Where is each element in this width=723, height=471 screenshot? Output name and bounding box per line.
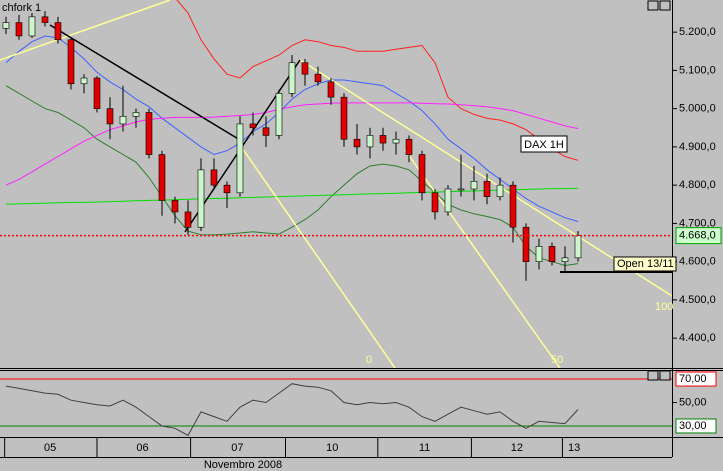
y-tick-label: 5.200,0 bbox=[679, 26, 716, 38]
main-panel bbox=[0, 0, 672, 368]
candle-body bbox=[171, 200, 179, 213]
candle-body bbox=[301, 62, 309, 75]
candle-body bbox=[262, 127, 270, 136]
y-tick-label: 5.100,0 bbox=[679, 64, 716, 76]
candle-body bbox=[457, 188, 465, 191]
y-tick-label: 30,00 bbox=[679, 420, 707, 432]
y-tick-label: 50,00 bbox=[679, 396, 707, 408]
candle-body bbox=[327, 81, 335, 98]
last-price-label: 4.668,0 bbox=[679, 230, 716, 242]
window-buttons[interactable] bbox=[647, 0, 671, 381]
y-tick-label: 4.500,0 bbox=[679, 294, 716, 306]
candle-body bbox=[197, 169, 205, 228]
candle-body bbox=[158, 154, 166, 201]
candle-body bbox=[431, 192, 439, 213]
rsi-line bbox=[5, 383, 579, 437]
minimize-button[interactable] bbox=[647, 370, 659, 381]
candle-body bbox=[93, 77, 101, 109]
x-axis-title: Novembro 2008 bbox=[204, 459, 282, 471]
candle-body bbox=[444, 188, 452, 213]
candle-body bbox=[548, 246, 556, 262]
y-tick-label: 4.800,0 bbox=[679, 179, 716, 191]
x-tick-label: 11 bbox=[419, 442, 430, 454]
x-tick-label: 12 bbox=[511, 442, 523, 454]
overlay-line bbox=[5, 187, 579, 205]
x-tick-label: 10 bbox=[326, 442, 338, 454]
candle-body bbox=[340, 96, 348, 140]
trend-line bbox=[49, 24, 241, 141]
x-tick-label: 07 bbox=[231, 442, 243, 454]
y-tick-label: 70,00 bbox=[679, 373, 707, 385]
fan-label: 50 bbox=[551, 354, 563, 366]
candle-body bbox=[106, 108, 114, 125]
pitchfork-line bbox=[404, 149, 561, 368]
candle-body bbox=[223, 184, 231, 194]
candle-body bbox=[2, 22, 10, 29]
fan-label: 0 bbox=[366, 354, 372, 366]
pitchfork-line bbox=[299, 59, 672, 297]
rsi-panel bbox=[0, 378, 672, 437]
pitchfork-line bbox=[239, 144, 396, 368]
candle-body bbox=[80, 77, 88, 85]
candle-body bbox=[15, 22, 23, 37]
candle-body bbox=[54, 22, 62, 41]
candle-body bbox=[210, 169, 218, 186]
level-box bbox=[675, 418, 717, 434]
candle-body bbox=[145, 112, 153, 155]
candle-body bbox=[288, 62, 296, 94]
candle-body bbox=[184, 211, 192, 228]
fan-label: 100 bbox=[655, 301, 673, 313]
x-tick-label: 05 bbox=[44, 442, 56, 454]
candle-body bbox=[509, 184, 517, 228]
x-tick-label: 06 bbox=[136, 442, 148, 454]
candle-body bbox=[249, 123, 257, 129]
y-tick-label: 5.000,0 bbox=[679, 103, 716, 115]
candle-body bbox=[392, 138, 400, 144]
trend-line bbox=[0, 0, 171, 61]
instrument-label: DAX 1H bbox=[524, 139, 564, 151]
candle-body bbox=[275, 93, 283, 136]
x-tick-label: 13 bbox=[568, 442, 580, 454]
tool-label: chfork 1 bbox=[2, 2, 41, 14]
y-tick-label: 4.400,0 bbox=[679, 332, 716, 344]
candle-body bbox=[535, 246, 543, 262]
maximize-button[interactable] bbox=[659, 0, 671, 11]
minimize-button[interactable] bbox=[647, 0, 659, 11]
candle-body bbox=[522, 226, 530, 262]
candle-body bbox=[28, 16, 36, 37]
candle-body bbox=[119, 115, 127, 125]
level-box bbox=[675, 371, 717, 387]
overlay-line bbox=[5, 102, 579, 186]
candle-body bbox=[470, 181, 478, 190]
candle-body bbox=[418, 154, 426, 194]
candle-body bbox=[561, 257, 569, 262]
instrument-box bbox=[520, 135, 568, 153]
open-line-label: Open 13/11 bbox=[617, 258, 674, 270]
candle-body bbox=[132, 112, 140, 117]
candle-body bbox=[41, 16, 49, 23]
last-price-box bbox=[675, 227, 722, 245]
overlay-line bbox=[5, 35, 579, 222]
candle-body bbox=[366, 135, 374, 148]
candle-body bbox=[483, 181, 491, 197]
y-tick-label: 4.600,0 bbox=[679, 256, 716, 268]
y-tick-label: 4.900,0 bbox=[679, 141, 716, 153]
candle-body bbox=[67, 39, 75, 85]
overlay-line bbox=[5, 85, 579, 267]
open-line-box bbox=[613, 256, 677, 272]
y-tick-label: 4.700,0 bbox=[679, 217, 716, 229]
candle-body bbox=[496, 184, 504, 197]
candle-body bbox=[314, 73, 322, 83]
candle-body bbox=[353, 138, 361, 148]
candle-body bbox=[236, 123, 244, 194]
candle-body bbox=[574, 235, 582, 259]
candle-body bbox=[405, 138, 413, 155]
maximize-button[interactable] bbox=[659, 370, 671, 381]
candle-body bbox=[379, 135, 387, 144]
overlay-line bbox=[176, 0, 579, 161]
